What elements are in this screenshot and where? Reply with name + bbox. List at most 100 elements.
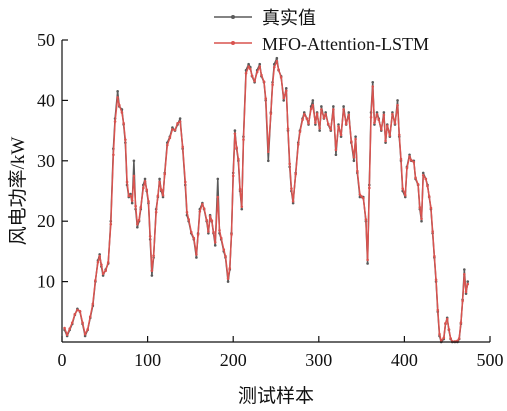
data-point — [147, 199, 150, 203]
data-point — [120, 111, 124, 114]
ticks: 0 100 200 300 400 500 10 20 30 40 50 — [37, 30, 504, 370]
data-point — [129, 194, 132, 198]
legend: 真实值 MFO-Attention-LSTM — [214, 8, 429, 54]
data-point — [255, 70, 259, 74]
data-point — [371, 85, 375, 88]
data-point — [272, 65, 276, 69]
data-point — [318, 126, 321, 130]
axes — [61, 40, 490, 343]
data-point — [424, 177, 428, 181]
data-point — [379, 128, 383, 131]
data-point — [302, 111, 306, 114]
data-point — [314, 121, 317, 125]
legend-item-prediction: MFO-Attention-LSTM — [214, 34, 429, 54]
data-point — [324, 112, 327, 116]
data-point — [457, 337, 461, 340]
data-point — [463, 273, 466, 276]
data-point — [421, 171, 425, 175]
data-point — [408, 155, 411, 158]
data-point — [305, 117, 309, 120]
data-point — [436, 308, 440, 312]
data-point — [466, 280, 470, 283]
data-point — [178, 117, 182, 120]
data-point — [158, 180, 161, 184]
data-point — [247, 62, 250, 66]
data-point — [403, 195, 407, 199]
data-point — [433, 254, 436, 258]
y-tick-label: 20 — [37, 211, 55, 231]
data-point — [216, 195, 220, 199]
data-point — [408, 153, 411, 157]
data-point — [362, 196, 365, 200]
x-tick-label: 200 — [220, 350, 247, 370]
data-point — [364, 218, 368, 221]
data-point — [447, 328, 451, 331]
data-point — [216, 177, 220, 181]
data-point — [360, 195, 363, 198]
data-point — [373, 121, 376, 125]
x-tick-label: 400 — [391, 350, 418, 370]
data-point — [258, 62, 262, 66]
data-point — [228, 267, 232, 270]
data-point — [311, 103, 315, 107]
data-point — [463, 268, 466, 271]
data-point — [201, 202, 204, 206]
data-point — [320, 105, 323, 108]
data-point — [431, 230, 434, 233]
data-point — [237, 157, 240, 161]
data-point — [459, 321, 463, 324]
data-point — [324, 111, 327, 114]
data-point — [148, 235, 152, 238]
data-point — [143, 180, 147, 183]
data-point — [326, 122, 330, 126]
data-point — [112, 153, 115, 157]
data-point — [384, 141, 387, 144]
data-point — [222, 248, 226, 251]
data-point — [366, 258, 369, 262]
data-point — [416, 183, 420, 186]
data-point — [258, 65, 262, 68]
data-point — [192, 236, 196, 240]
data-point — [171, 126, 174, 129]
data-point — [129, 192, 132, 196]
data-point — [277, 68, 280, 71]
data-point — [202, 207, 206, 210]
data-point — [290, 187, 293, 190]
data-point — [339, 133, 343, 137]
data-point — [296, 143, 300, 146]
y-tick-label: 40 — [37, 90, 55, 110]
data-point — [88, 315, 92, 318]
data-point — [334, 148, 338, 152]
data-point — [401, 187, 404, 190]
data-point — [185, 210, 189, 214]
data-point — [104, 269, 107, 273]
y-tick-label: 50 — [37, 30, 55, 50]
data-point — [309, 107, 313, 111]
data-point — [91, 302, 95, 306]
data-point — [100, 263, 103, 266]
data-point — [73, 312, 77, 316]
data-point — [250, 74, 254, 77]
data-point — [150, 274, 154, 277]
data-point — [318, 129, 321, 132]
data-point — [421, 174, 425, 177]
data-point — [210, 219, 214, 222]
data-point — [314, 123, 317, 126]
data-point — [183, 180, 187, 184]
data-point — [384, 139, 387, 143]
data-point — [137, 218, 141, 222]
data-point — [354, 135, 357, 138]
data-point — [253, 79, 256, 83]
data-point — [403, 193, 407, 197]
series-layer — [63, 56, 470, 344]
data-point — [139, 206, 143, 209]
data-point — [165, 143, 169, 147]
data-point — [301, 118, 304, 122]
data-point — [271, 83, 274, 86]
data-point — [434, 278, 438, 282]
data-point — [461, 299, 464, 303]
data-point — [375, 112, 379, 116]
data-point — [397, 133, 401, 137]
data-point — [118, 103, 121, 107]
x-axis-title: 测试样本 — [238, 385, 314, 407]
